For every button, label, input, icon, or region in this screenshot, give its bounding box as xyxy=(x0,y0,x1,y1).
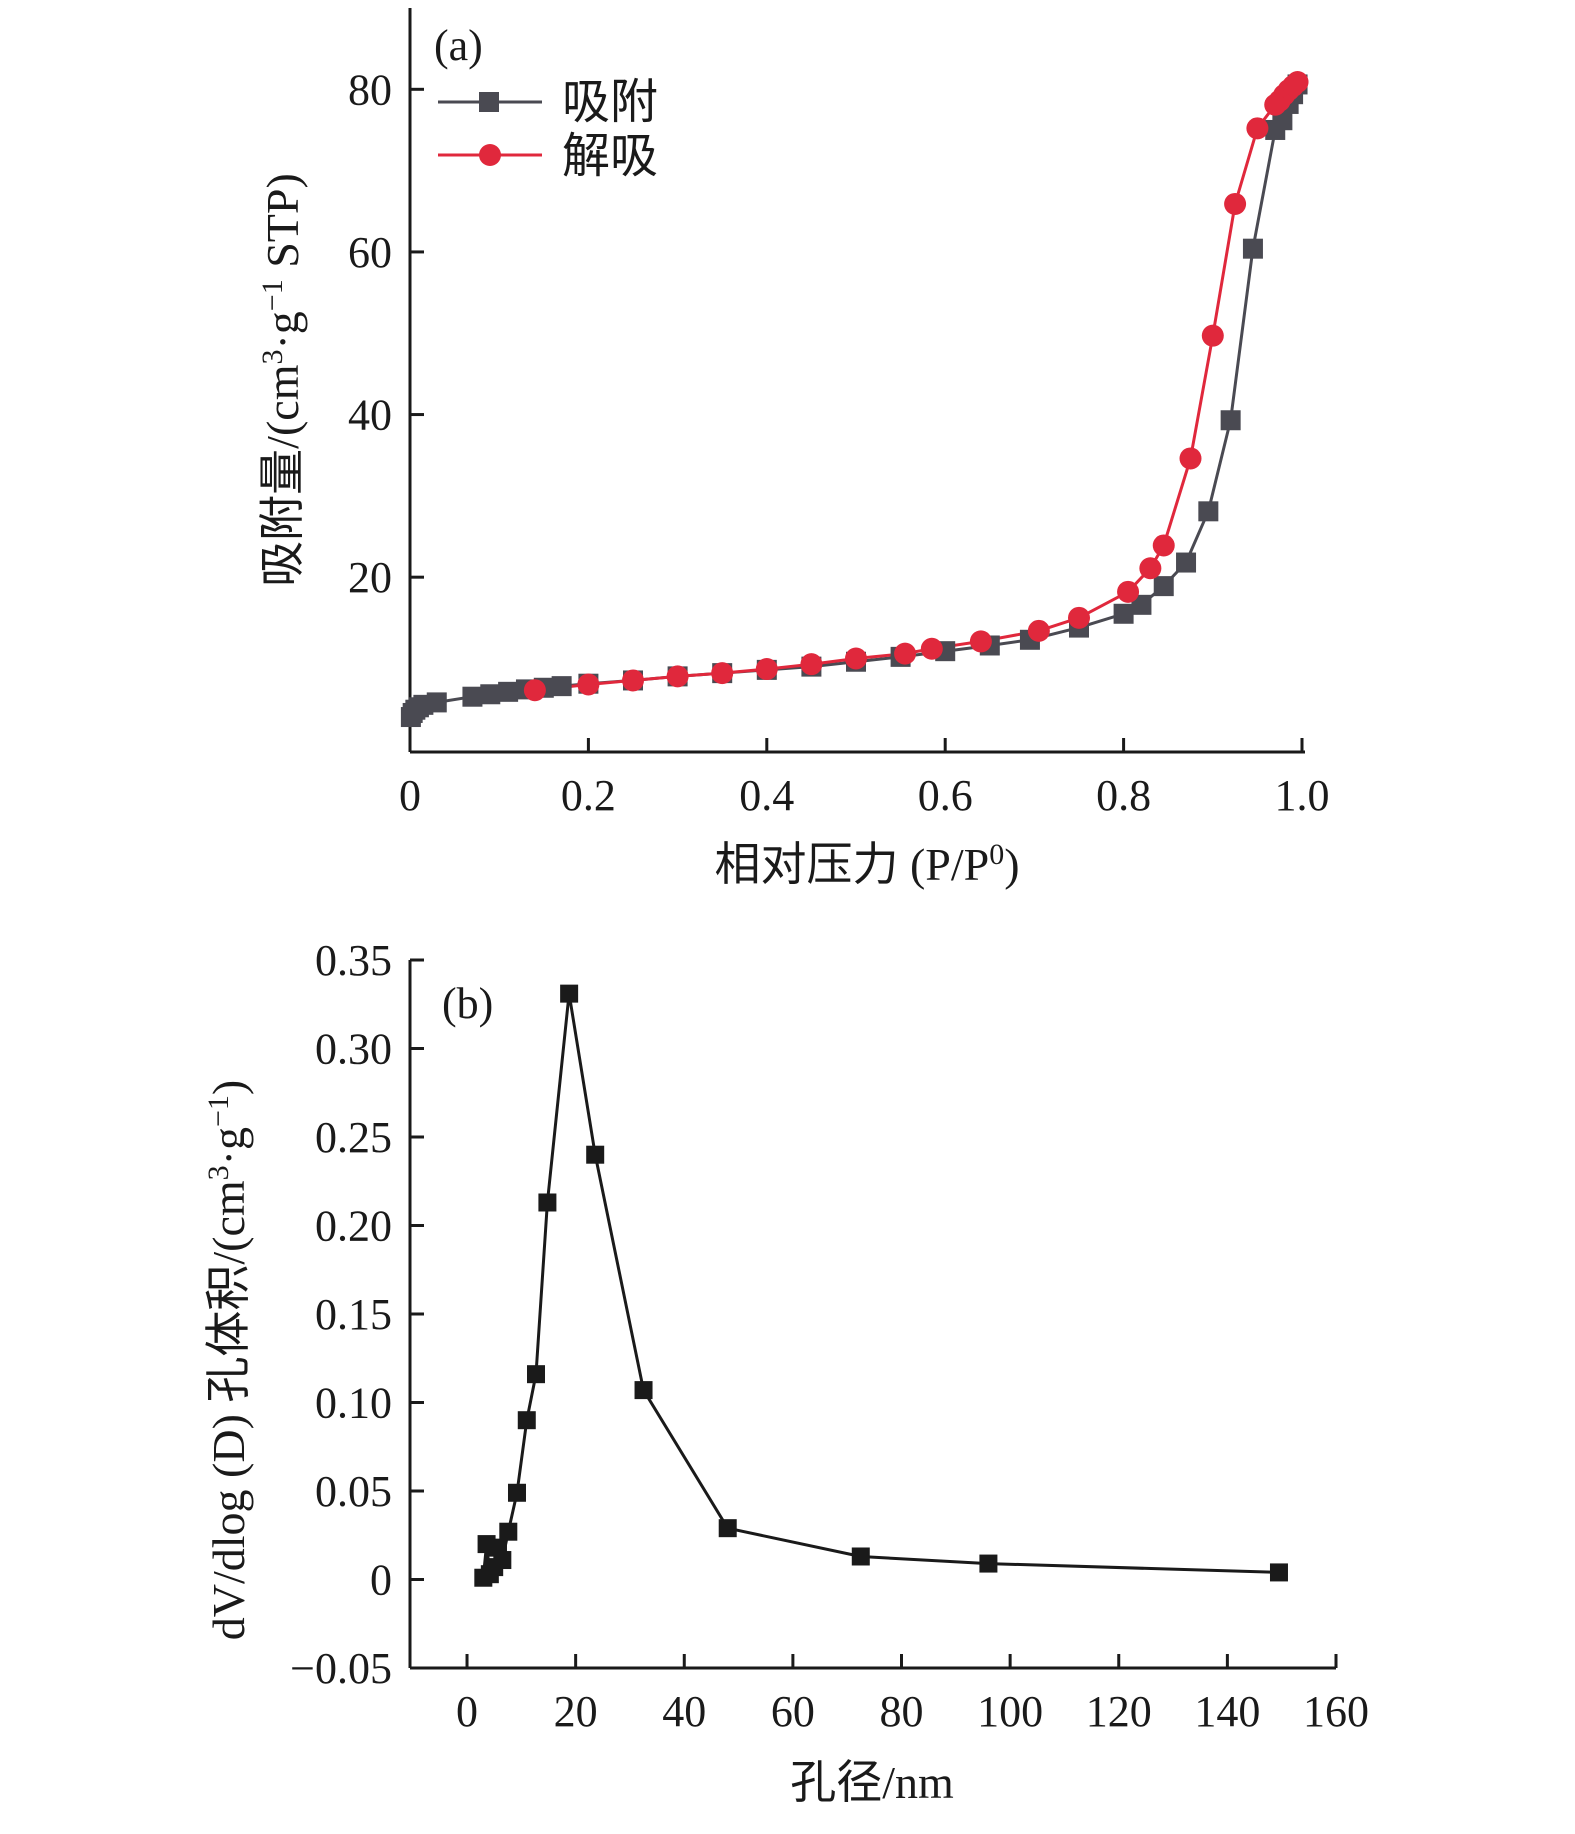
panel-b-series-0-line xyxy=(481,992,1280,1578)
panel-b-series-0-point xyxy=(499,1522,518,1541)
panel-a-series-1-point xyxy=(1246,117,1269,140)
panel-a-series-1-point xyxy=(920,637,943,660)
panel-a-series-0-point xyxy=(1153,576,1174,597)
panel-a-series-0-line xyxy=(409,83,1299,718)
legend-desorption-marker xyxy=(479,144,501,166)
panel-b-x-tick-label: 20 xyxy=(554,1687,598,1736)
panel-b-pore-size-distribution: 0 20 40 60 80 100 120 140 160 −0.05 0 0.05 0.10 0.15 0… xyxy=(202,936,1370,1808)
panel-b-x-tick-label: 100 xyxy=(977,1687,1043,1736)
panel-a-series-0-point xyxy=(551,676,572,697)
panel-a-series-0-point xyxy=(1176,552,1197,573)
panel-a-series-1-point xyxy=(1027,619,1050,642)
panel-b-x-axis-title: 孔径/nm xyxy=(790,1757,954,1808)
panel-a-x-tick-label: 0.6 xyxy=(918,771,973,820)
panel-a-y-tick-label: 20 xyxy=(348,553,392,602)
panel-b-series-0-point xyxy=(634,1381,653,1400)
panel-a-series-0-point xyxy=(480,684,501,705)
panel-a-series-1-point xyxy=(666,665,689,688)
panel-a-adsorption-isotherm: 0 0.2 0.4 0.6 0.8 1.0 20 40 60 80 (a) 吸附 解吸 相对压力 … xyxy=(256,8,1330,890)
panel-a-series-0-point xyxy=(1220,410,1241,431)
panel-a-x-tick-label: 1.0 xyxy=(1275,771,1330,820)
panel-b-y-tick-label: 0.30 xyxy=(315,1025,392,1074)
panel-b-x-tick-label: 160 xyxy=(1303,1687,1369,1736)
panel-b-series-0-point xyxy=(979,1554,998,1573)
panel-b-y-tick-label: −0.05 xyxy=(290,1644,392,1693)
panel-a-label: (a) xyxy=(434,21,483,70)
panel-a-y-tick-label: 40 xyxy=(348,391,392,440)
panel-b-series-markers xyxy=(474,984,1288,1587)
panel-a-series-1-point xyxy=(1139,557,1162,580)
panel-a-series-0-point xyxy=(1131,594,1152,615)
panel-a-series-1-point xyxy=(523,679,546,702)
panel-a-y-axis-title: 吸附量/(cm3·g−1 STP) xyxy=(256,173,309,587)
panel-b-series-0-point xyxy=(527,1365,546,1384)
panel-a-series-1-point xyxy=(1117,580,1140,603)
panel-b-series-0-point xyxy=(538,1193,557,1212)
legend-adsorption-marker xyxy=(479,92,499,112)
panel-a-x-tick-label: 0.2 xyxy=(561,771,616,820)
legend-adsorption-label: 吸附 xyxy=(562,76,658,129)
legend-desorption-label: 解吸 xyxy=(562,130,658,183)
panel-b-series-lines xyxy=(481,992,1280,1578)
panel-b-y-tick-label: 0.05 xyxy=(315,1467,392,1516)
panel-a-series-1-point xyxy=(1224,192,1247,215)
panel-a-series-0-point xyxy=(426,692,447,713)
panel-b-x-tick-label: 0 xyxy=(456,1687,478,1736)
panel-b-x-tick-label: 60 xyxy=(771,1687,815,1736)
panel-b-x-tick-label: 120 xyxy=(1086,1687,1152,1736)
panel-b-series-0-point xyxy=(1269,1563,1288,1582)
panel-a-series-1-point xyxy=(1264,93,1287,116)
panel-a-series-0-point xyxy=(462,686,483,707)
panel-a-series-0-point xyxy=(1242,238,1263,259)
panel-a-axes-frame xyxy=(408,8,1305,754)
panel-a-y-tick-label: 80 xyxy=(348,65,392,114)
panel-a-series-1-point xyxy=(894,642,917,665)
panel-a-ticks: 0 0.2 0.4 0.6 0.8 1.0 20 40 60 80 xyxy=(348,65,1330,820)
panel-b-y-tick-label: 0.20 xyxy=(315,1202,392,1251)
panel-a-series-1-point xyxy=(1179,447,1202,470)
panel-a-series-0-point xyxy=(1198,501,1219,522)
panel-a-series-1-point xyxy=(969,630,992,653)
panel-a-series-1-point xyxy=(800,653,823,676)
panel-b-series-0-point xyxy=(851,1547,870,1566)
panel-a-series-lines xyxy=(409,80,1299,718)
panel-a-series-1-point xyxy=(1201,324,1224,347)
panel-b-series-0-point xyxy=(586,1145,605,1164)
panel-b-series-0-point xyxy=(517,1411,536,1430)
panel-a-series-1-point xyxy=(845,647,867,670)
panel-b-x-tick-label: 80 xyxy=(880,1687,924,1736)
panel-b-x-tick-label: 140 xyxy=(1194,1687,1260,1736)
panel-a-series-markers xyxy=(400,70,1309,728)
panel-b-label: (b) xyxy=(442,979,493,1028)
panel-b-axes-frame xyxy=(408,960,1336,1670)
panel-b-series-0-point xyxy=(493,1551,512,1570)
panel-a-series-0-point xyxy=(498,681,519,702)
panel-b-series-0-point xyxy=(560,984,579,1003)
panel-a-series-0-point xyxy=(1113,603,1134,624)
panel-a-series-1-point xyxy=(755,658,778,681)
panel-b-y-tick-label: 0.10 xyxy=(315,1379,392,1428)
panel-a-legend: 吸附 解吸 xyxy=(438,76,658,183)
panel-b-y-tick-label: 0.35 xyxy=(315,936,392,985)
panel-a-series-1-point xyxy=(711,662,734,685)
panel-a-x-tick-label: 0.4 xyxy=(739,771,794,820)
panel-a-x-tick-label: 0 xyxy=(399,771,421,820)
panel-a-y-tick-label: 60 xyxy=(348,228,392,277)
panel-b-y-axis-title: dV/dlog (D) 孔体积/(cm3·g−1) xyxy=(202,1080,255,1641)
panel-b-series-0-point xyxy=(718,1519,737,1538)
panel-b-y-tick-label: 0.25 xyxy=(315,1113,392,1162)
panel-a-x-tick-label: 0.8 xyxy=(1096,771,1151,820)
panel-b-ticks: 0 20 40 60 80 100 120 140 160 −0.05 0 0.05 0.10 0.15 0… xyxy=(290,936,1369,1736)
panel-b-y-tick-label: 0.15 xyxy=(315,1290,392,1339)
panel-b-series-0-point xyxy=(507,1483,526,1502)
panel-b-y-tick-label: 0 xyxy=(370,1556,392,1605)
panel-b-x-tick-label: 40 xyxy=(662,1687,706,1736)
panel-a-x-axis-title: 相对压力 (P/P0) xyxy=(714,838,1019,891)
panel-a-series-1-point xyxy=(1152,534,1175,557)
panel-a-series-1-point xyxy=(577,673,600,696)
panel-a-series-1-point xyxy=(622,669,644,692)
panel-a-series-1-point xyxy=(1068,606,1090,629)
